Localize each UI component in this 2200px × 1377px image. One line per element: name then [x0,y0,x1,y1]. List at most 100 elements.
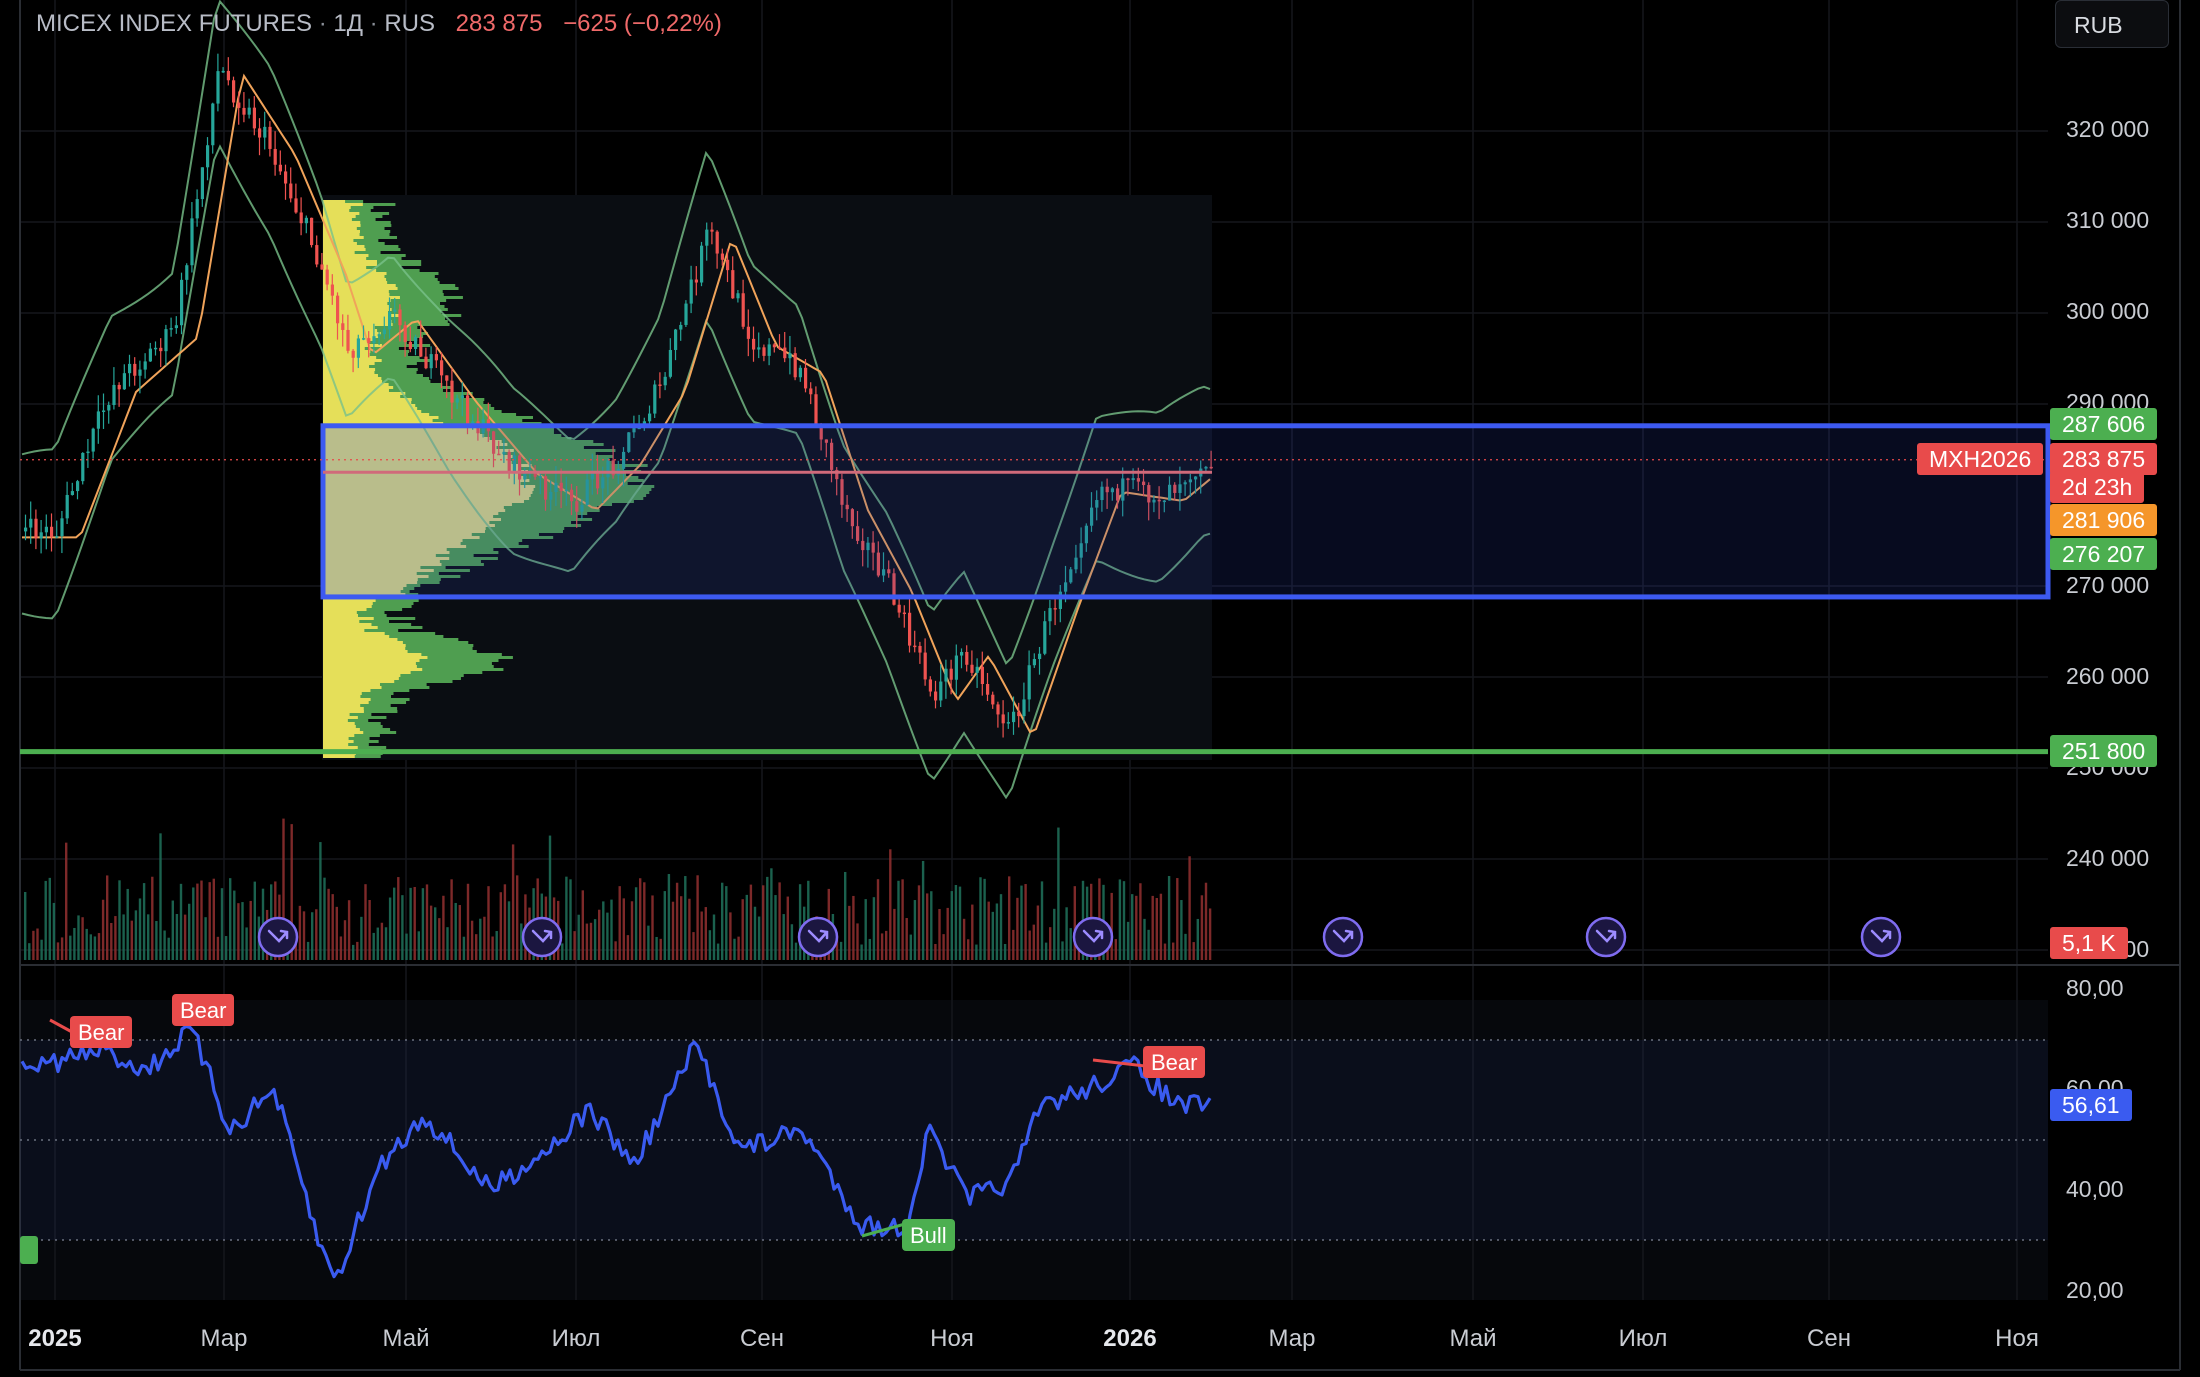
profile-bar-value [323,284,396,287]
candle-body [289,183,293,199]
volume-bar [909,934,912,960]
candle-body [876,552,880,576]
profile-bar-value [323,404,416,407]
volume-bar [1118,879,1122,960]
candle-body [939,681,943,701]
volume-bar [302,911,306,960]
volume-bar [114,916,117,960]
volume-bar [97,933,101,960]
profile-bar-value [323,242,357,245]
currency-button[interactable]: RUB [2055,0,2169,48]
profile-bar-value [323,377,382,380]
profile-bar-value [323,203,363,206]
candle-body [200,167,204,200]
volume-bar [1008,876,1011,960]
candle-body [434,354,438,361]
volume-bar [388,897,392,960]
bear-divergence-line [49,1018,73,1034]
candle-body [128,363,132,374]
profile-bar-value [323,524,495,527]
volume-bar [712,914,716,960]
bollinger-upper [21,0,1211,665]
volume-bar [1024,884,1027,960]
candle-body [970,664,974,673]
profile-bar-value [323,482,521,485]
volume-bar [171,900,174,960]
volume-bar [1016,897,1019,960]
volume-bar [188,903,191,960]
event-circle [1072,916,1114,958]
candle-body [294,198,298,213]
volume-bar [680,896,683,960]
profile-bar-value [323,446,497,449]
volume-bar [183,914,187,960]
candle-body [310,217,314,246]
y-tick: 300 000 [2066,298,2150,324]
volume-bar [622,898,625,960]
profile-bar-value [323,527,486,530]
volume-bar [1110,892,1113,960]
candle-body [258,128,262,138]
candle-body [746,326,750,339]
profile-bar-value [323,320,392,323]
profile-bar-value [323,629,365,632]
last-price-label: 283 875 [2050,443,2158,475]
volume-bar [655,936,658,960]
volume-bar [606,912,609,960]
candle-body [138,369,142,376]
profile-bar-value [323,722,355,725]
profile-bar-value [323,677,399,680]
candle-body [606,460,610,478]
profile-bar-value [323,407,418,410]
candle-body [154,347,158,350]
candle-body [887,569,891,574]
volume-bar [1188,856,1191,960]
volume-bar [331,894,334,960]
profile-bar-value [323,350,371,353]
y-tick: 260 000 [2066,663,2150,689]
profile-bar-value [323,638,398,641]
candle-body [299,212,303,224]
volume-bar [311,912,314,960]
profile-bar-value [323,680,395,683]
profile-bar-value [323,662,416,665]
volume-bar [56,942,60,960]
candle-body [601,477,605,489]
candle-body [1090,507,1094,526]
candle-body [944,668,948,682]
profile-bar-value [323,371,375,374]
volume-bar [934,943,937,960]
profile-bar-value [323,530,485,533]
volume-bar [835,935,839,960]
profile-bar-value [323,509,506,512]
volume-bar [946,907,949,960]
profile-bar-value [323,275,385,278]
volume-bar [950,891,953,960]
candle-body [1152,499,1156,503]
volume-bar [425,884,429,960]
volume-bar [298,905,302,960]
profile-bar-value [323,548,447,551]
volume-bar [1167,876,1171,960]
profile-bar-value [323,755,355,758]
volume-bar [306,941,310,960]
volume-bar [360,916,363,960]
candle-body [122,373,126,390]
volume-bar [839,941,843,960]
event-markers [257,916,1902,958]
candle-body [81,452,85,482]
candle-body [710,229,714,232]
candle-body [705,229,709,246]
candle-body [169,328,173,330]
profile-bar-value [323,347,365,350]
candle-body [76,481,80,492]
profile-bar-value [323,602,373,605]
candle-body [850,509,854,527]
candle-body [1074,557,1078,570]
volume-bar [1184,933,1187,960]
profile-bar-value [323,707,364,710]
candle-body [1162,500,1166,503]
volume-bar [737,936,740,960]
